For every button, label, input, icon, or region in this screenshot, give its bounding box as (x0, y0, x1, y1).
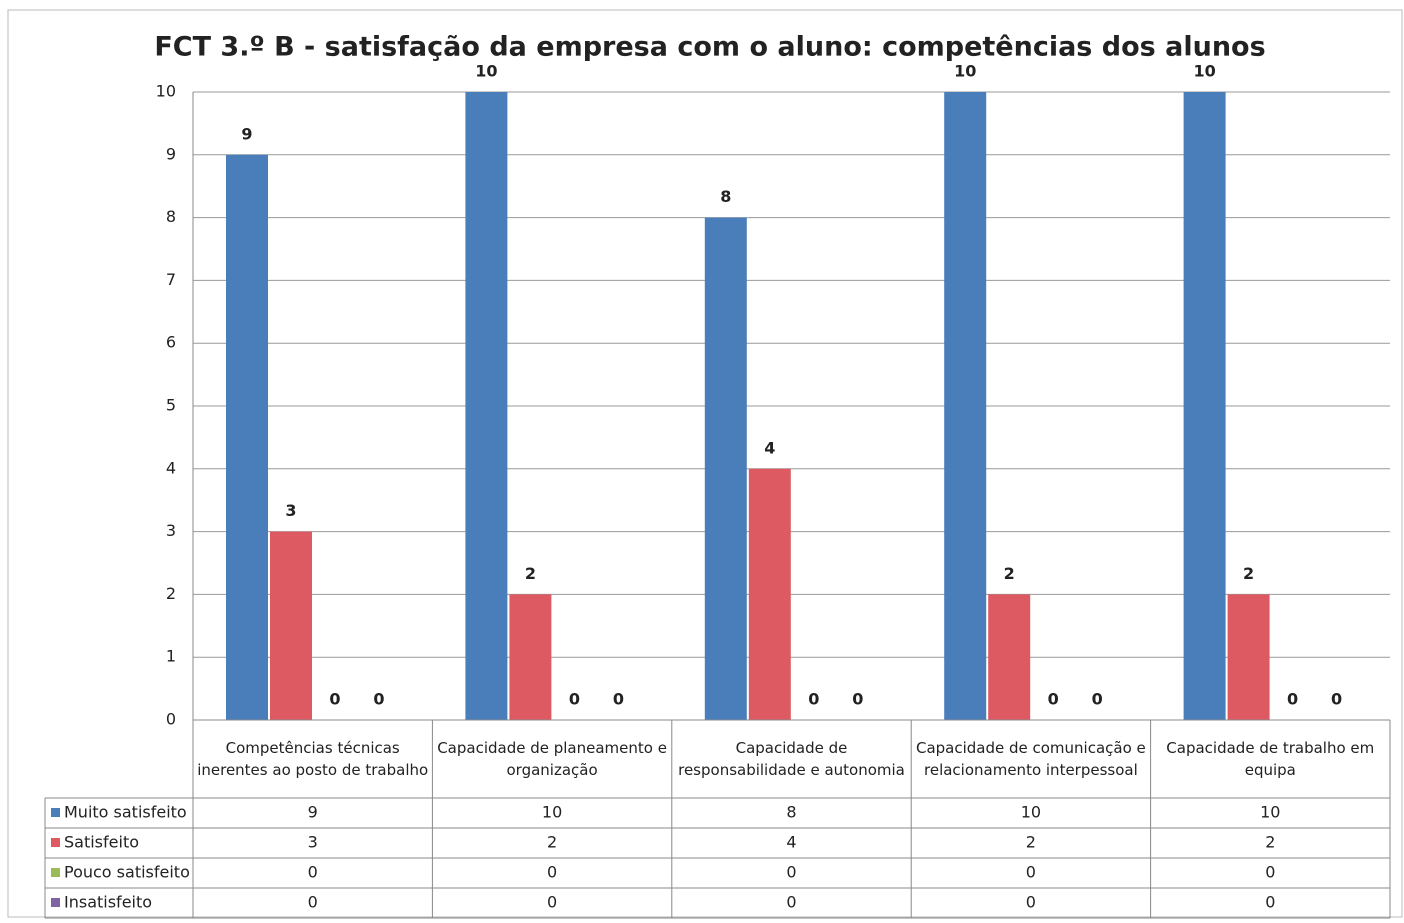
data-label: 0 (1092, 690, 1103, 709)
chart-border (7, 9, 1403, 918)
x-tick-label: Capacidade de planeamento e organização (437, 738, 667, 780)
legend-label: Pouco satisfeito (64, 863, 190, 882)
bar (270, 531, 312, 720)
y-tick-label: 1 (166, 647, 176, 666)
chart-title: FCT 3.º B - satisfação da empresa com o … (154, 32, 1265, 63)
bar (1183, 92, 1226, 720)
data-label: 2 (1004, 564, 1015, 583)
data-label: 9 (241, 124, 252, 143)
table-value: 0 (786, 863, 796, 882)
category-cell: Capacidade de planeamento e organização (437, 738, 667, 780)
y-tick-label: 10 (156, 82, 176, 101)
x-tick-label: Competências técnicas inerentes ao posto… (197, 738, 429, 780)
legend-swatch (51, 898, 60, 907)
category-cell: Competências técnicas inerentes ao posto… (197, 738, 429, 780)
legend-label: Satisfeito (64, 833, 139, 852)
table-value: 2 (1265, 833, 1275, 852)
legend-label: Insatisfeito (64, 893, 152, 912)
bar (1227, 594, 1270, 720)
data-label: 0 (1287, 690, 1298, 709)
y-tick-label: 8 (166, 207, 176, 226)
bar (988, 594, 1031, 720)
data-label: 3 (285, 501, 296, 520)
y-tick-label: 5 (166, 396, 176, 415)
table-value: 0 (786, 893, 796, 912)
data-label: 8 (720, 187, 731, 206)
table-value: 0 (308, 863, 318, 882)
table-value: 10 (1260, 803, 1280, 822)
table-value: 0 (1026, 893, 1036, 912)
y-tick-label: 6 (166, 333, 176, 352)
data-label: 10 (954, 62, 976, 81)
table-value: 0 (1265, 893, 1275, 912)
legend-swatch (51, 838, 60, 847)
table-value: 4 (786, 833, 796, 852)
x-tick-label: Capacidade de comunicação e relacionamen… (915, 738, 1146, 780)
table-value: 0 (547, 893, 557, 912)
y-tick-label: 3 (166, 521, 176, 540)
bar (944, 92, 987, 720)
bar (509, 594, 552, 720)
data-label: 2 (525, 564, 536, 583)
table-value: 9 (308, 803, 318, 822)
data-label: 0 (329, 690, 340, 709)
y-tick-label: 2 (166, 584, 176, 603)
x-tick-label: Capacidade de trabalho em equipa (1166, 738, 1375, 780)
data-label: 0 (1331, 690, 1342, 709)
data-label: 0 (569, 690, 580, 709)
y-tick-label: 7 (166, 270, 176, 289)
table-value: 10 (1021, 803, 1041, 822)
data-label: 4 (764, 438, 775, 457)
data-label: 2 (1243, 564, 1254, 583)
data-label: 10 (1193, 62, 1215, 81)
data-label: 0 (373, 690, 384, 709)
data-label: 0 (613, 690, 624, 709)
x-tick-label: Capacidade de responsabilidade e autonom… (678, 738, 905, 780)
bar (465, 92, 508, 720)
y-tick-label: 9 (166, 144, 176, 163)
table-value: 8 (786, 803, 796, 822)
bar (226, 154, 268, 721)
bar (704, 217, 747, 720)
data-label: 0 (1048, 690, 1059, 709)
data-label: 0 (852, 690, 863, 709)
category-cell: Capacidade de trabalho em equipa (1166, 738, 1375, 780)
legend-label: Muito satisfeito (64, 803, 187, 822)
category-cell: Capacidade de responsabilidade e autonom… (678, 738, 905, 780)
y-tick-label: 4 (166, 458, 176, 477)
legend-swatch (51, 808, 60, 817)
table-value: 0 (1265, 863, 1275, 882)
bar (748, 468, 791, 720)
data-label: 10 (475, 62, 497, 81)
legend-swatch (51, 868, 60, 877)
table-value: 0 (547, 863, 557, 882)
table-value: 2 (1026, 833, 1036, 852)
y-tick-label: 0 (166, 710, 176, 729)
table-value: 3 (308, 833, 318, 852)
table-value: 10 (542, 803, 562, 822)
data-label: 0 (808, 690, 819, 709)
table-value: 2 (547, 833, 557, 852)
table-value: 0 (308, 893, 318, 912)
category-cell: Capacidade de comunicação e relacionamen… (915, 738, 1146, 780)
table-value: 0 (1026, 863, 1036, 882)
